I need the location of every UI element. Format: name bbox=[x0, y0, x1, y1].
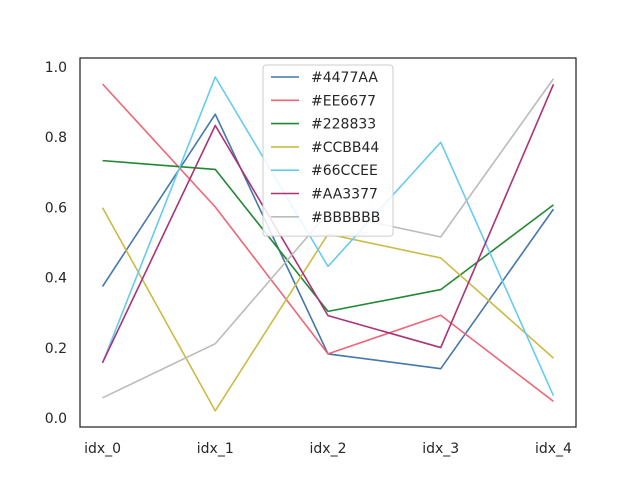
plot-frame bbox=[79, 57, 577, 428]
y-tick-label: 1.0 bbox=[45, 60, 67, 76]
series-lines bbox=[101, 76, 555, 412]
y-tick-label: 0.2 bbox=[45, 341, 67, 357]
y-tick-label: 0.6 bbox=[45, 200, 67, 216]
legend-label: #66CCEE bbox=[311, 163, 378, 179]
x-tick-label: idx_2 bbox=[310, 441, 347, 457]
y-axis: 0.0 0.2 0.4 0.6 0.8 1.0 bbox=[45, 60, 67, 427]
x-tick-label: idx_1 bbox=[197, 441, 234, 457]
legend-label: #CCBB44 bbox=[311, 140, 379, 156]
legend-label: #BBBBBB bbox=[311, 210, 380, 226]
legend-label: #AA3377 bbox=[311, 187, 378, 203]
x-tick-label: idx_4 bbox=[535, 441, 572, 457]
y-tick-label: 0.4 bbox=[45, 271, 67, 287]
legend: #4477AA #EE6677 #228833 #CCBB44 #66CCEE #AA33… bbox=[262, 64, 394, 237]
legend-label: #4477AA bbox=[311, 70, 378, 86]
series-line-4 bbox=[101, 76, 555, 397]
x-axis: idx_0 idx_1 idx_2 idx_3 idx_4 bbox=[84, 441, 572, 457]
x-tick-label: idx_0 bbox=[84, 441, 121, 457]
series-line-5 bbox=[101, 84, 555, 364]
legend-label: #EE6677 bbox=[311, 93, 376, 109]
x-tick-label: idx_3 bbox=[422, 441, 459, 457]
legend-label: #228833 bbox=[311, 117, 376, 133]
y-tick-label: 0.8 bbox=[45, 130, 67, 146]
y-tick-label: 0.0 bbox=[45, 411, 67, 427]
